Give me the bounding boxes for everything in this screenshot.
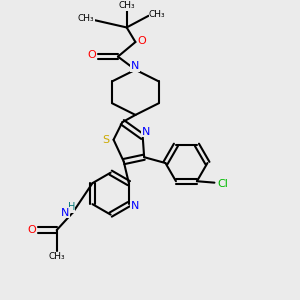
Text: O: O — [137, 36, 146, 46]
Text: Cl: Cl — [217, 179, 228, 189]
Text: O: O — [28, 225, 36, 235]
Text: N: N — [141, 127, 150, 137]
Text: S: S — [102, 135, 109, 145]
Text: CH₃: CH₃ — [48, 252, 65, 261]
Text: CH₃: CH₃ — [118, 1, 135, 10]
Text: CH₃: CH₃ — [149, 10, 166, 19]
Text: CH₃: CH₃ — [77, 14, 94, 23]
Text: H: H — [68, 202, 75, 212]
Text: N: N — [130, 201, 139, 211]
Text: N: N — [61, 208, 70, 218]
Text: N: N — [131, 61, 139, 71]
Text: O: O — [87, 50, 96, 60]
